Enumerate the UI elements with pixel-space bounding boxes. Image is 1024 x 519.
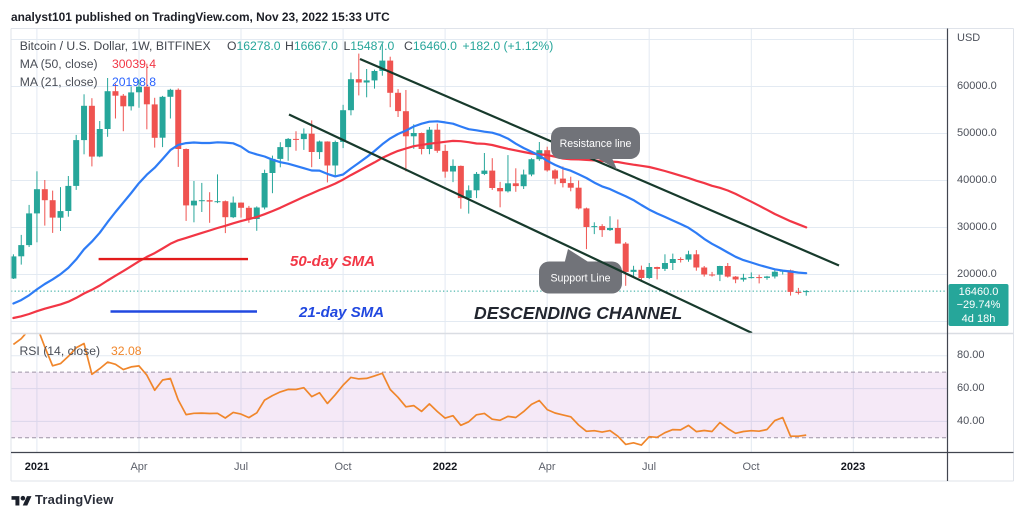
svg-text:Support Line: Support Line: [550, 272, 610, 284]
svg-text:Resistance line: Resistance line: [560, 138, 632, 150]
